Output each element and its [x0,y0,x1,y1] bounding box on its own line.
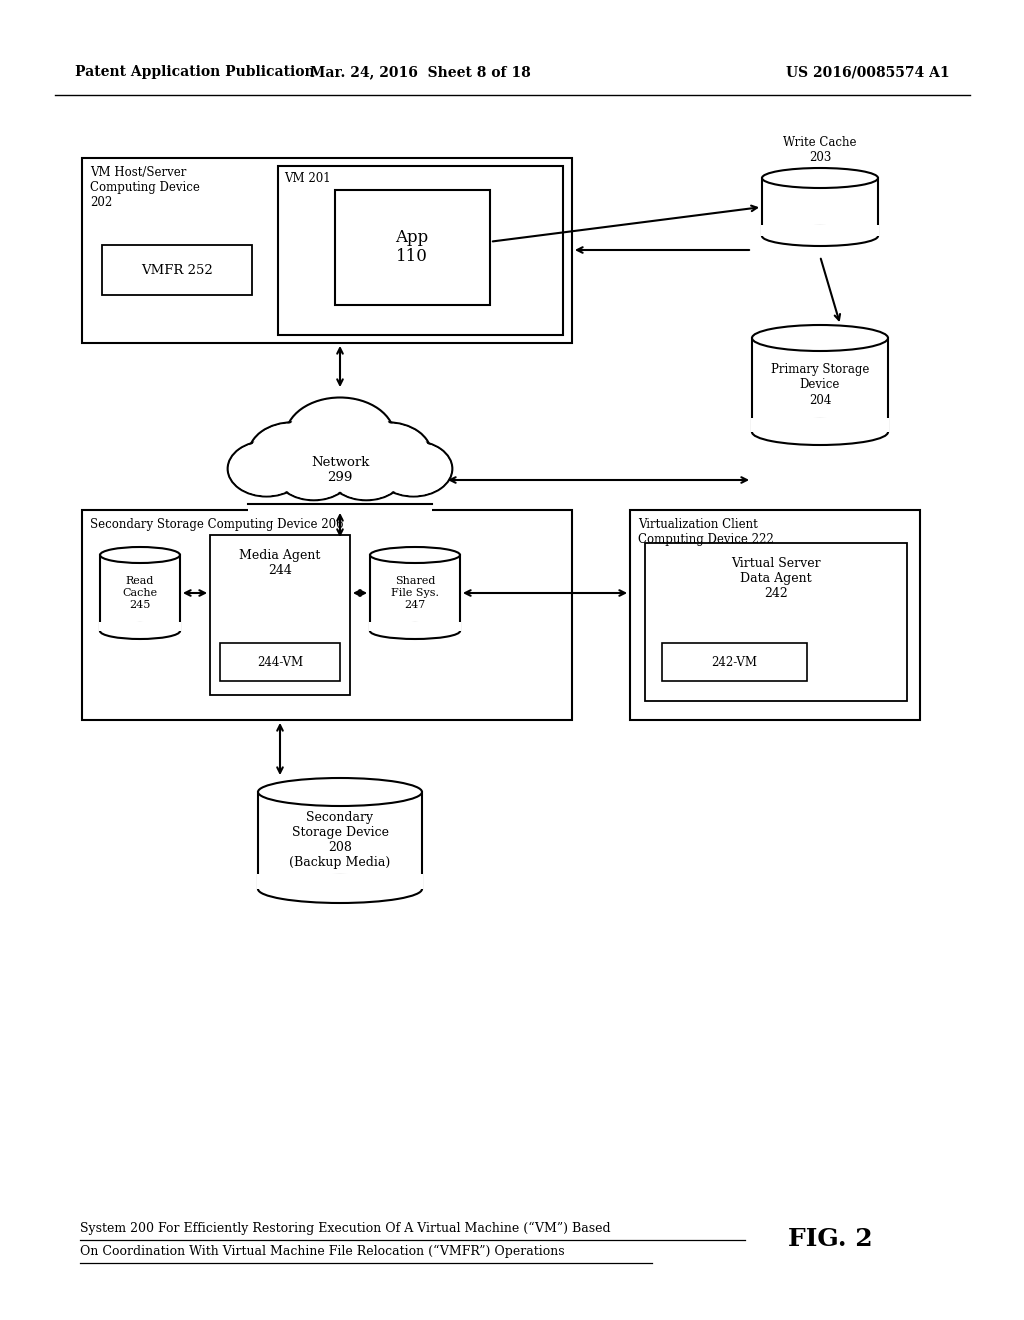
Text: FIG. 2: FIG. 2 [787,1228,872,1251]
Text: 244-VM: 244-VM [257,656,303,668]
Ellipse shape [276,446,351,499]
Bar [761,224,879,236]
Ellipse shape [328,445,406,500]
Text: Shared
File Sys.
247: Shared File Sys. 247 [391,577,439,610]
Bar [370,554,460,631]
Bar [248,486,432,516]
Ellipse shape [370,623,460,639]
Ellipse shape [370,546,460,564]
Bar [102,246,252,294]
Text: Primary Storage
Device
204: Primary Storage Device 204 [771,363,869,407]
Bar [100,554,180,631]
Text: VMFR 252: VMFR 252 [141,264,213,276]
Text: Patent Application Publication: Patent Application Publication [75,65,314,79]
Ellipse shape [100,623,180,639]
Text: Media Agent
244: Media Agent 244 [240,549,321,577]
Bar [82,510,572,719]
Text: Secondary Storage Computing Device 206: Secondary Storage Computing Device 206 [90,517,344,531]
Text: Virtualization Client
Computing Device 222: Virtualization Client Computing Device 2… [638,517,774,546]
Ellipse shape [251,424,335,484]
Text: Virtual Server
Data Agent
242: Virtual Server Data Agent 242 [731,557,821,601]
Text: System 200 For Efficiently Restoring Execution Of A Virtual Machine (“VM”) Based: System 200 For Efficiently Restoring Exe… [80,1222,610,1236]
Bar [645,543,907,701]
Ellipse shape [752,418,888,445]
Bar [99,622,181,631]
Ellipse shape [288,399,392,474]
Ellipse shape [762,226,878,246]
Bar [369,622,461,631]
Ellipse shape [258,875,422,903]
Text: On Coordination With Virtual Machine File Relocation (“VMFR”) Operations: On Coordination With Virtual Machine Fil… [80,1245,564,1258]
Ellipse shape [752,325,888,351]
Ellipse shape [229,442,304,495]
Bar [257,874,423,888]
Bar [335,190,490,305]
Text: VM Host/Server
Computing Device
202: VM Host/Server Computing Device 202 [90,166,200,209]
Bar [662,643,807,681]
Text: VM 201: VM 201 [284,172,331,185]
Ellipse shape [345,424,430,484]
Ellipse shape [376,442,451,495]
Text: Write Cache
203: Write Cache 203 [783,136,857,164]
Bar [762,178,878,236]
Bar [752,338,888,432]
Ellipse shape [375,441,453,496]
Text: 242-VM: 242-VM [711,656,757,668]
Ellipse shape [100,546,180,564]
Text: Mar. 24, 2016  Sheet 8 of 18: Mar. 24, 2016 Sheet 8 of 18 [309,65,530,79]
Ellipse shape [286,397,394,475]
Bar [220,643,340,681]
Ellipse shape [343,422,431,486]
Text: Secondary
Storage Device
208
(Backup Media): Secondary Storage Device 208 (Backup Med… [290,810,390,869]
Text: US 2016/0085574 A1: US 2016/0085574 A1 [786,65,950,79]
Ellipse shape [258,777,422,807]
Ellipse shape [274,445,352,500]
Bar [630,510,920,719]
Bar [210,535,350,696]
Text: Network
299: Network 299 [311,455,370,484]
Bar [82,158,572,343]
Bar [751,418,889,432]
Ellipse shape [329,446,403,499]
Text: Read
Cache
245: Read Cache 245 [123,577,158,610]
Ellipse shape [249,422,337,486]
Ellipse shape [762,168,878,187]
Bar [278,166,563,335]
Text: App
110: App 110 [395,228,429,265]
Ellipse shape [227,441,305,496]
Bar [258,792,422,888]
